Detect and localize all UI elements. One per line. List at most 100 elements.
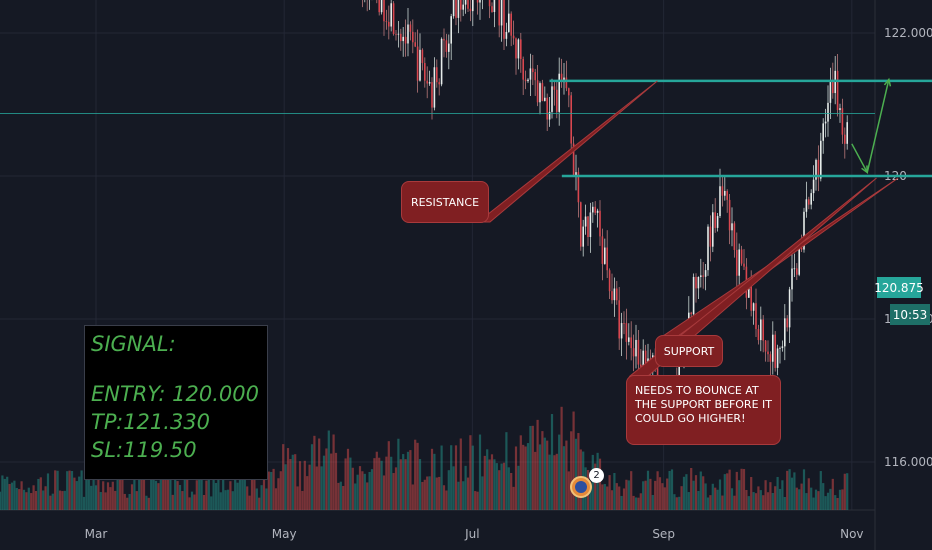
candle-body	[700, 275, 702, 277]
candle-body	[623, 323, 625, 324]
volume-bar	[668, 470, 671, 510]
volume-bar	[754, 493, 758, 510]
candle-body	[407, 24, 409, 44]
volume-bar	[536, 419, 539, 510]
candle-body	[560, 73, 563, 83]
volume-bar	[166, 471, 170, 510]
candle-body	[544, 97, 546, 101]
volume-bar	[142, 478, 146, 510]
note-text: NEEDS TO BOUNCE AT THE SUPPORT BEFORE IT…	[635, 384, 772, 425]
volume-bar	[330, 453, 333, 510]
candle-body	[428, 82, 431, 84]
volume-bar	[625, 479, 628, 510]
candle-body	[772, 334, 774, 362]
volume-bar	[284, 464, 287, 510]
y-tick-label: 122.000	[884, 26, 932, 40]
volume-bar	[663, 487, 666, 510]
volume-bar	[747, 496, 750, 510]
volume-bar	[22, 489, 26, 510]
volume-bar	[152, 472, 155, 510]
candle-body	[774, 334, 776, 368]
volume-bar	[524, 446, 527, 510]
volume-bar	[440, 445, 443, 510]
candle-body	[810, 193, 812, 205]
events-icon[interactable]	[570, 476, 592, 498]
candle-body	[433, 67, 436, 108]
volume-bar	[716, 489, 719, 510]
volume-bar	[157, 483, 160, 510]
volume-bar	[574, 438, 578, 510]
volume-bar	[253, 472, 256, 510]
volume-bar	[27, 487, 30, 510]
candle-body	[426, 80, 428, 84]
candles	[361, 0, 848, 429]
volume-bar	[502, 462, 506, 510]
volume-bar	[447, 470, 450, 510]
volume-bar	[495, 463, 498, 510]
candle-body	[558, 73, 560, 112]
volume-bar	[63, 490, 66, 510]
volume-bar	[128, 493, 131, 510]
candle-body	[616, 288, 618, 301]
volume-bar	[512, 486, 515, 510]
volume-bar	[274, 488, 278, 510]
volume-bar	[162, 468, 165, 510]
candle-body	[414, 42, 416, 47]
volume-bar	[462, 481, 465, 510]
volume-bar	[529, 425, 532, 510]
volume-bar	[457, 481, 460, 510]
volume-bar	[762, 495, 765, 510]
volume-bar	[750, 477, 753, 510]
volume-bar	[442, 485, 446, 510]
candle-body	[390, 3, 392, 27]
signal-sl: SL:119.50	[91, 438, 197, 462]
volume-bar	[171, 494, 174, 510]
volume-bar	[202, 494, 206, 510]
candle-body	[491, 6, 493, 13]
candle-body	[395, 33, 397, 35]
volume-bar	[656, 471, 659, 510]
candle-body	[568, 88, 570, 96]
volume-bar	[610, 490, 614, 510]
candle-body	[438, 82, 440, 85]
projection-arrow[interactable]	[866, 79, 890, 173]
volume-bar	[260, 485, 263, 510]
volume-bar	[807, 478, 810, 510]
volume-bar	[286, 448, 290, 510]
volume-bar	[810, 487, 813, 510]
candle-body	[781, 346, 784, 348]
projection-arrow[interactable]	[851, 143, 868, 173]
volume-bar	[486, 449, 489, 510]
volume-bar	[111, 481, 114, 510]
candle-body	[436, 67, 438, 83]
candle-body	[702, 275, 704, 277]
volume-bar	[154, 480, 158, 510]
volume-bar	[358, 466, 362, 510]
support-callout: SUPPORT	[655, 335, 723, 367]
candle-body	[815, 159, 817, 180]
volume-bar	[349, 457, 352, 510]
volume-bar	[690, 468, 693, 510]
candle-body	[467, 0, 469, 9]
volume-bar	[20, 481, 23, 510]
volume-bar	[54, 470, 57, 510]
events-count: 2	[593, 470, 600, 481]
volume-bar	[102, 481, 105, 510]
candle-body	[738, 249, 740, 276]
volume-bar	[159, 479, 162, 510]
volume-bar	[507, 467, 510, 510]
volume-bar	[800, 483, 803, 510]
volume-bar	[776, 476, 779, 510]
volume-bar	[639, 493, 642, 510]
volume-bar	[608, 475, 611, 510]
candle-body	[776, 348, 779, 368]
candle-body	[500, 0, 503, 26]
volume-bar	[289, 459, 292, 510]
signal-title: SIGNAL:	[91, 332, 176, 356]
signal-box: SIGNAL: ENTRY: 120.000 TP:121.330 SL:119…	[84, 325, 268, 480]
volume-bar	[236, 482, 239, 510]
volume-bar	[219, 492, 222, 510]
candle-body	[791, 268, 793, 290]
volume-bar	[786, 470, 789, 510]
